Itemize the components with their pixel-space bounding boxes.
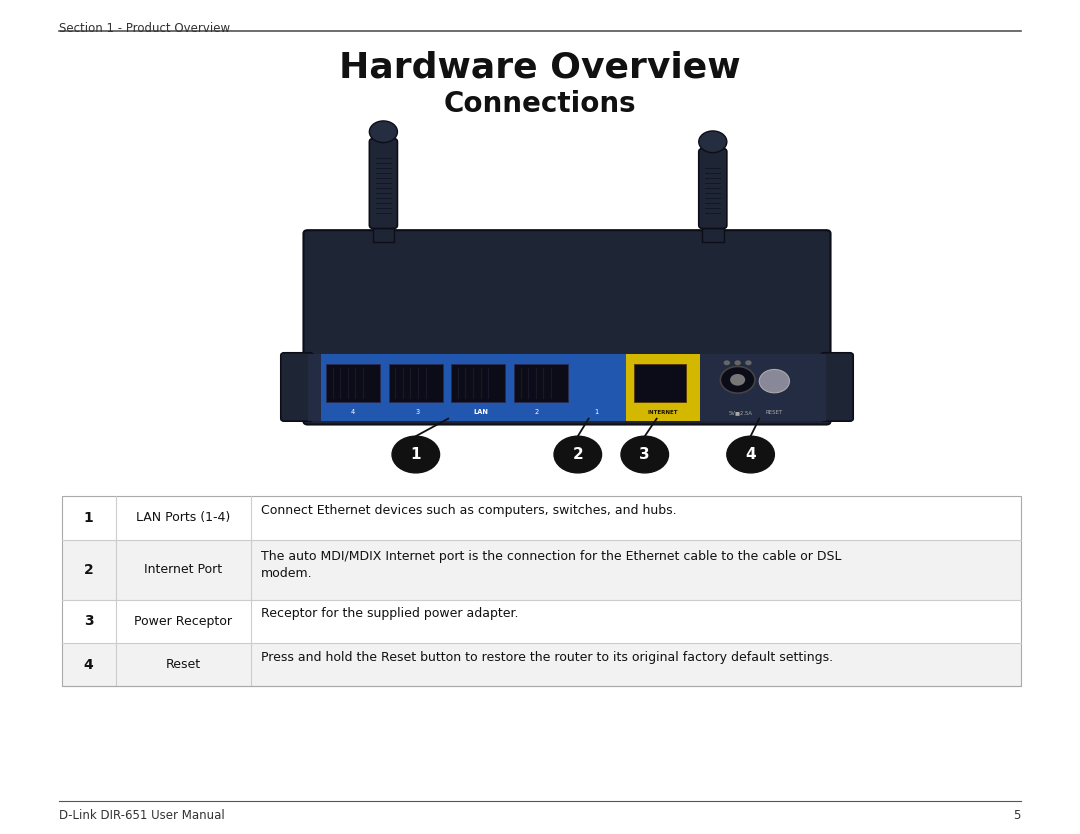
Text: 4: 4 bbox=[83, 658, 94, 671]
Circle shape bbox=[745, 360, 752, 365]
FancyBboxPatch shape bbox=[699, 148, 727, 229]
Circle shape bbox=[392, 436, 440, 473]
FancyBboxPatch shape bbox=[451, 364, 505, 402]
Bar bbox=[373, 221, 394, 242]
FancyBboxPatch shape bbox=[369, 138, 397, 229]
Text: Internet Port: Internet Port bbox=[144, 563, 222, 576]
Text: 5: 5 bbox=[1013, 809, 1021, 822]
Bar bbox=[321, 354, 626, 421]
Text: 2: 2 bbox=[572, 447, 583, 462]
Text: RESET: RESET bbox=[766, 410, 783, 415]
Text: 1: 1 bbox=[594, 409, 598, 415]
Bar bbox=[62, 540, 1021, 600]
Text: LAN: LAN bbox=[473, 409, 488, 415]
Bar bbox=[62, 496, 1021, 540]
Text: Press and hold the Reset button to restore the router to its original factory de: Press and hold the Reset button to resto… bbox=[261, 651, 834, 664]
Text: Section 1 - Product Overview: Section 1 - Product Overview bbox=[59, 22, 230, 35]
Circle shape bbox=[759, 369, 789, 393]
Text: 4: 4 bbox=[351, 409, 355, 415]
Text: LAN Ports (1-4): LAN Ports (1-4) bbox=[136, 511, 230, 525]
Text: INTERNET: INTERNET bbox=[648, 410, 678, 415]
Text: 2: 2 bbox=[535, 409, 539, 415]
Circle shape bbox=[554, 436, 602, 473]
FancyBboxPatch shape bbox=[281, 353, 313, 421]
Text: 1: 1 bbox=[410, 447, 421, 462]
Text: 3: 3 bbox=[639, 447, 650, 462]
Text: Power Receptor: Power Receptor bbox=[134, 615, 232, 628]
Text: Connect Ethernet devices such as computers, switches, and hubs.: Connect Ethernet devices such as compute… bbox=[261, 504, 677, 517]
Circle shape bbox=[621, 436, 669, 473]
Circle shape bbox=[699, 131, 727, 153]
Circle shape bbox=[369, 121, 397, 143]
Text: Reset: Reset bbox=[165, 658, 201, 671]
FancyBboxPatch shape bbox=[514, 364, 568, 402]
FancyBboxPatch shape bbox=[303, 230, 831, 425]
Text: The auto MDI/MDIX Internet port is the connection for the Ethernet cable to the : The auto MDI/MDIX Internet port is the c… bbox=[261, 550, 842, 580]
FancyBboxPatch shape bbox=[821, 353, 853, 421]
Text: 5V■2.5A: 5V■2.5A bbox=[729, 410, 753, 415]
Text: Hardware Overview: Hardware Overview bbox=[339, 50, 741, 84]
Bar bbox=[308, 354, 826, 421]
Text: 2: 2 bbox=[83, 563, 94, 576]
Text: 3: 3 bbox=[84, 615, 93, 628]
Bar bbox=[62, 496, 1021, 686]
Bar bbox=[626, 354, 700, 421]
Text: Connections: Connections bbox=[444, 90, 636, 118]
Circle shape bbox=[724, 360, 730, 365]
Bar bbox=[62, 643, 1021, 686]
Text: 1: 1 bbox=[83, 511, 94, 525]
Bar bbox=[702, 221, 724, 242]
FancyBboxPatch shape bbox=[389, 364, 443, 402]
Circle shape bbox=[720, 366, 755, 393]
Text: 3: 3 bbox=[416, 409, 420, 415]
Circle shape bbox=[727, 436, 774, 473]
Text: 4: 4 bbox=[745, 447, 756, 462]
Circle shape bbox=[734, 360, 741, 365]
Bar bbox=[62, 600, 1021, 643]
Circle shape bbox=[730, 374, 745, 385]
Text: Receptor for the supplied power adapter.: Receptor for the supplied power adapter. bbox=[261, 607, 518, 620]
FancyBboxPatch shape bbox=[634, 364, 686, 402]
FancyBboxPatch shape bbox=[326, 364, 380, 402]
Text: D-Link DIR-651 User Manual: D-Link DIR-651 User Manual bbox=[59, 809, 225, 822]
